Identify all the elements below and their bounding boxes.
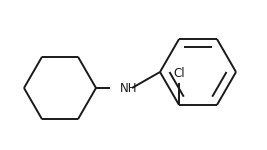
Text: Cl: Cl xyxy=(173,67,185,80)
Text: NH: NH xyxy=(120,81,138,94)
